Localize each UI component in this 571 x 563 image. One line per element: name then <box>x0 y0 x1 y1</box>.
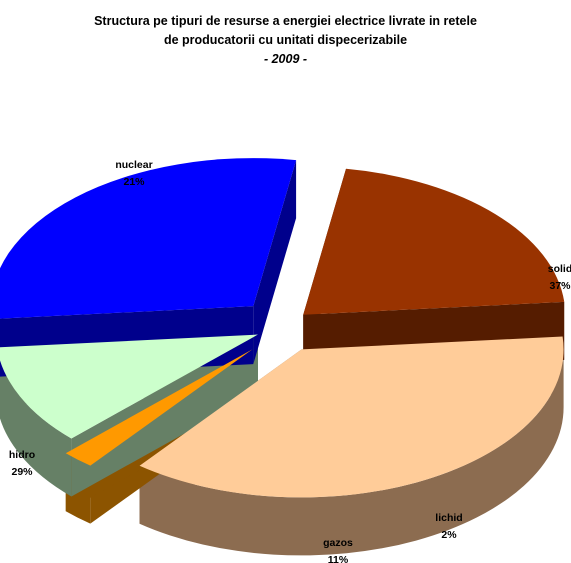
slice-lichid <box>65 349 253 466</box>
chart-title: Structura pe tipuri de resurse a energie… <box>0 12 571 69</box>
chart-title-line-2: de producatorii cu unitati dispecerizabi… <box>163 33 408 47</box>
slice-solid-rim <box>139 349 564 556</box>
slice-solid <box>139 336 564 498</box>
label-nuclear-name: nuclear <box>115 159 152 171</box>
label-hidro-pct: 29% <box>11 466 33 478</box>
slice-hidro-wall-1 <box>253 160 297 365</box>
slice-gazos <box>0 334 258 439</box>
label-solid-name: solid <box>548 263 571 275</box>
label-gazos-name: gazos <box>323 537 353 549</box>
label-lichid-pct: 2% <box>441 529 457 541</box>
chart-title-line-3: - 2009 - <box>263 52 308 66</box>
label-solid-pct: 37% <box>549 280 571 292</box>
slice-hidro <box>0 158 297 319</box>
label-gazos-pct: 11% <box>328 554 349 563</box>
slice-tops <box>0 158 565 498</box>
slice-nuclear <box>303 168 565 315</box>
label-nuclear-pct: 21% <box>123 176 145 188</box>
label-lichid-name: lichid <box>435 512 462 524</box>
slice-gazos-rim <box>0 360 72 497</box>
label-hidro-name: hidro <box>9 449 35 461</box>
chart-title-line-1: Structura pe tipuri de resurse a energie… <box>94 14 477 28</box>
